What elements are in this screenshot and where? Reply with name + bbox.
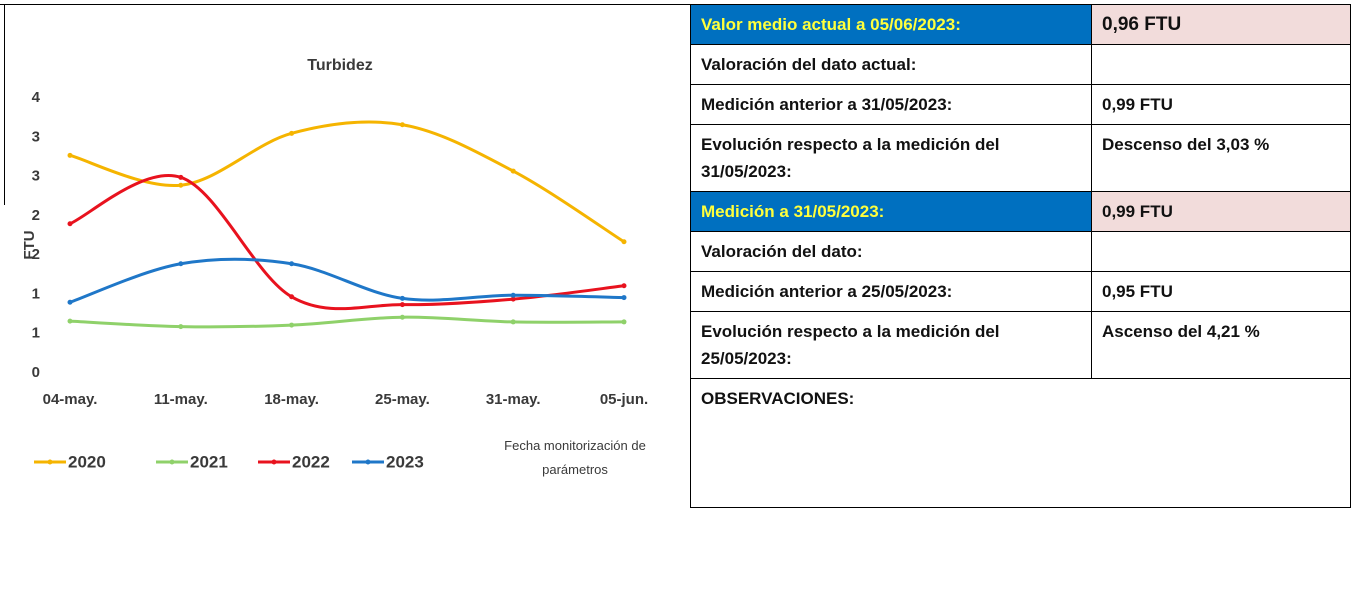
point	[621, 239, 627, 245]
series-line	[69, 120, 625, 244]
row-label: Medición a 31/05/2023:	[690, 191, 1092, 232]
point	[510, 319, 516, 325]
x-tick-label: 31-may.	[486, 391, 541, 408]
point	[67, 318, 73, 324]
y-tick-label: 1	[32, 325, 40, 342]
point	[289, 261, 295, 267]
row-value: 0,99 FTU	[1091, 84, 1351, 125]
point	[178, 182, 184, 188]
chart-title: Turbidez	[307, 57, 372, 74]
x-axis-label: Fecha monitorización de parámetros	[504, 438, 646, 477]
point	[289, 294, 295, 300]
x-tick-label: 18-may.	[264, 391, 319, 408]
row-label: Evolución respecto a la medición del 25/…	[690, 311, 1092, 379]
x-tick-label: 25-may.	[375, 391, 430, 408]
point	[178, 324, 184, 330]
table-row: Valor medio actual a 05/06/2023: 0,96 FTU	[690, 4, 1351, 45]
table-row: Medición anterior a 25/05/2023: 0,95 FTU	[690, 271, 1351, 312]
table-row: Valoración del dato actual:	[690, 44, 1351, 85]
row-label: Medición anterior a 25/05/2023:	[690, 271, 1092, 312]
row-label: Valoración del dato actual:	[690, 44, 1092, 85]
y-tick-label: 3	[32, 128, 40, 145]
y-tick-label: 1	[32, 285, 40, 302]
table-row: Medición anterior a 31/05/2023: 0,99 FTU	[690, 84, 1351, 125]
row-value: 0,95 FTU	[1091, 271, 1351, 312]
series-line	[69, 257, 625, 304]
table-row: Valoración del dato:	[690, 231, 1351, 272]
table-row: Medición a 31/05/2023: 0,99 FTU	[690, 191, 1351, 232]
point	[621, 319, 627, 325]
y-tick-label: 2	[32, 246, 40, 263]
legend-label: 2023	[386, 452, 424, 471]
point	[67, 221, 73, 227]
legend-label: 2022	[292, 452, 330, 471]
row-label: Evolución respecto a la medición del 31/…	[690, 124, 1092, 192]
y-tick-label: 0	[32, 364, 40, 381]
row-label: Valor medio actual a 05/06/2023:	[690, 4, 1092, 45]
point	[399, 314, 405, 320]
point	[510, 292, 516, 298]
x-tick-label: 11-may.	[154, 391, 208, 408]
row-label: Medición anterior a 31/05/2023:	[690, 84, 1092, 125]
y-tick-label: 2	[32, 207, 40, 224]
point	[399, 122, 405, 128]
point	[621, 283, 627, 289]
row-value: 0,99 FTU	[1091, 191, 1351, 232]
row-value	[1091, 231, 1351, 272]
point	[178, 174, 184, 180]
x-tick-label: 05-jun.	[600, 391, 648, 408]
observations: OBSERVACIONES:	[690, 378, 1351, 508]
row-value: 0,96 FTU	[1091, 4, 1351, 45]
point	[510, 296, 516, 302]
legend-marker	[47, 459, 53, 465]
legend-marker	[271, 459, 277, 465]
table-row: Evolución respecto a la medición del 25/…	[690, 311, 1351, 379]
legend-label: 2020	[68, 452, 106, 471]
legend-label: 2021	[190, 452, 228, 471]
y-tick-label: 4	[32, 89, 41, 106]
series-line	[69, 174, 625, 311]
point	[621, 295, 627, 301]
row-value	[1091, 44, 1351, 85]
point	[289, 322, 295, 328]
point	[399, 295, 405, 301]
row-value: Descenso del 3,03 %	[1091, 124, 1351, 192]
chart: Turbidez FTU 0 1 1 2 2 3 3 4 04-may. 11-may. 18-ma…	[0, 4, 690, 471]
point	[399, 302, 405, 308]
info-table: Valor medio actual a 05/06/2023: 0,96 FTU…	[690, 4, 1351, 508]
point	[178, 261, 184, 267]
series-line	[69, 315, 625, 329]
row-label: Valoración del dato:	[690, 231, 1092, 272]
point	[67, 152, 73, 158]
y-tick-label: 3	[32, 168, 40, 185]
y-axis-label: FTU	[21, 230, 38, 259]
table-row: Evolución respecto a la medición del 31/…	[690, 124, 1351, 192]
row-value: Ascenso del 4,21 %	[1091, 311, 1351, 379]
point	[510, 168, 516, 174]
table-row: OBSERVACIONES:	[690, 378, 1351, 508]
legend-marker	[365, 459, 371, 465]
point	[289, 130, 295, 136]
point	[67, 299, 73, 305]
legend-marker	[169, 459, 175, 465]
x-tick-label: 04-may.	[43, 391, 98, 408]
